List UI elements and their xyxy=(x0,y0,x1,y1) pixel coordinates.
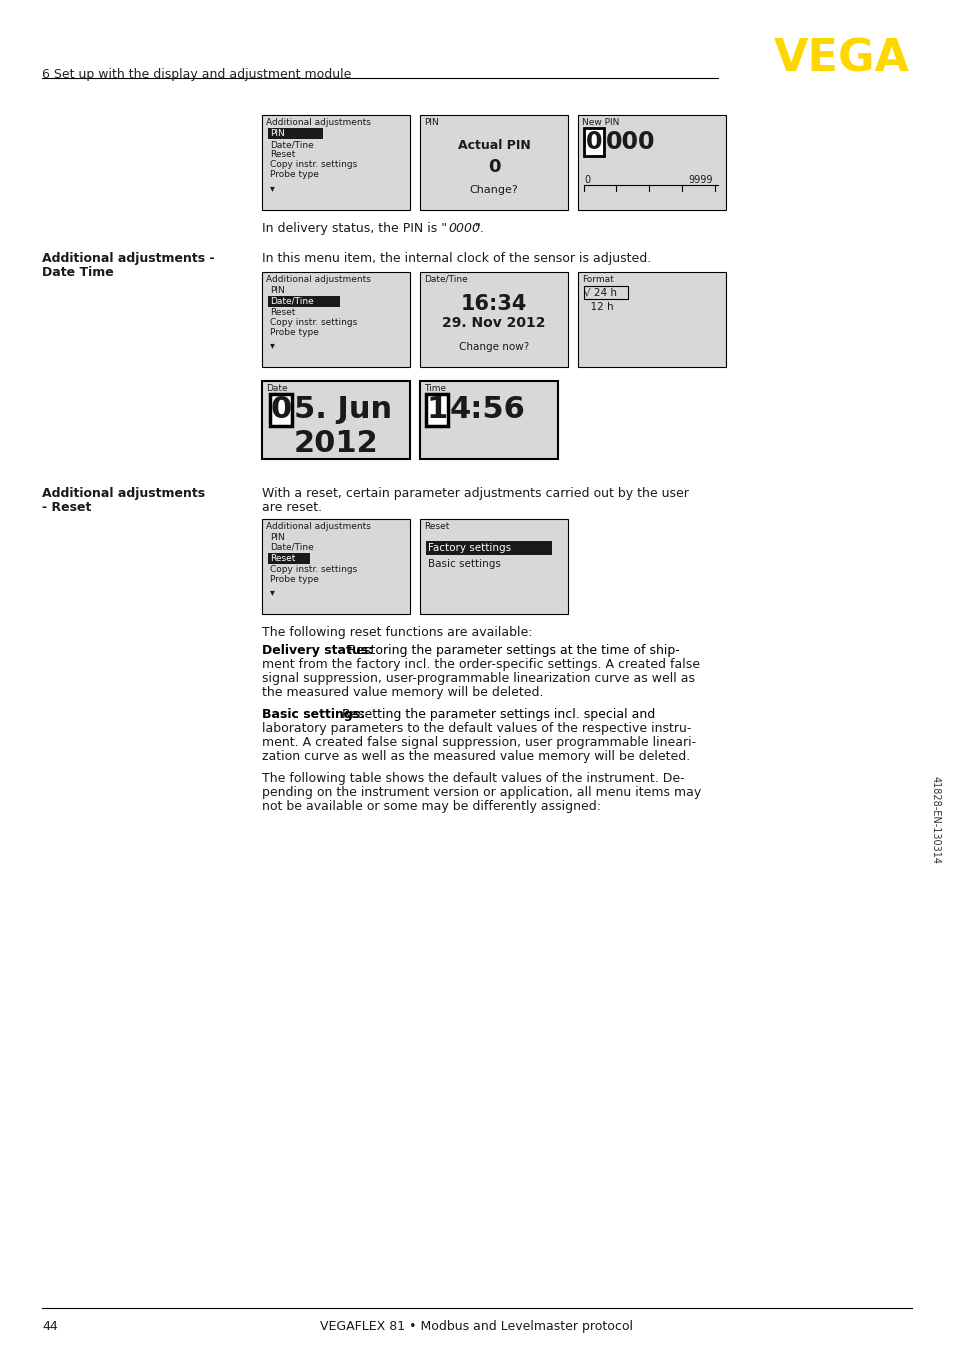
Bar xyxy=(268,552,310,565)
Text: 41828-EN-130314: 41828-EN-130314 xyxy=(930,776,940,864)
Text: 0: 0 xyxy=(585,130,601,154)
Text: Format: Format xyxy=(581,275,613,284)
Text: 12 h: 12 h xyxy=(583,302,613,311)
Bar xyxy=(419,115,567,210)
Text: 4:56: 4:56 xyxy=(450,395,525,424)
Text: 0000: 0000 xyxy=(448,222,479,236)
Text: Basic settings: Basic settings xyxy=(428,559,500,569)
Text: The following reset functions are available:: The following reset functions are availa… xyxy=(262,626,532,639)
Text: Actual PIN: Actual PIN xyxy=(457,139,530,152)
Text: PIN: PIN xyxy=(423,118,438,127)
Text: VEGA: VEGA xyxy=(773,38,909,81)
Text: Delivery status:: Delivery status: xyxy=(262,645,373,657)
Text: pending on the instrument version or application, all menu items may: pending on the instrument version or app… xyxy=(262,787,700,799)
Bar xyxy=(419,519,567,613)
Text: 44: 44 xyxy=(42,1320,58,1332)
Bar xyxy=(268,129,323,139)
Bar xyxy=(426,394,448,427)
Text: 29. Nov 2012: 29. Nov 2012 xyxy=(442,315,545,330)
Text: zation curve as well as the measured value memory will be deleted.: zation curve as well as the measured val… xyxy=(262,750,690,764)
Text: Probe type: Probe type xyxy=(270,328,318,337)
Text: PIN: PIN xyxy=(270,533,284,542)
Text: ▾: ▾ xyxy=(270,340,274,349)
Text: In delivery status, the PIN is ": In delivery status, the PIN is " xyxy=(262,222,447,236)
Text: 1: 1 xyxy=(426,395,447,424)
Text: are reset.: are reset. xyxy=(262,501,322,515)
Text: The following table shows the default values of the instrument. De-: The following table shows the default va… xyxy=(262,772,684,785)
Text: - Reset: - Reset xyxy=(42,501,91,515)
Text: Reset: Reset xyxy=(270,150,295,158)
Text: Copy instr. settings: Copy instr. settings xyxy=(270,160,356,169)
Text: Probe type: Probe type xyxy=(270,575,318,584)
Text: Date/Tine: Date/Tine xyxy=(270,297,314,306)
Text: the measured value memory will be deleted.: the measured value memory will be delete… xyxy=(262,686,543,699)
Bar xyxy=(262,519,410,613)
Text: ment from the factory incl. the order-specific settings. A created false: ment from the factory incl. the order-sp… xyxy=(262,658,700,672)
Text: Additional adjustments: Additional adjustments xyxy=(266,275,371,284)
Text: In this menu item, the internal clock of the sensor is adjusted.: In this menu item, the internal clock of… xyxy=(262,252,651,265)
Text: Additional adjustments: Additional adjustments xyxy=(266,118,371,127)
Text: 5. Jun: 5. Jun xyxy=(294,395,392,424)
Text: Time: Time xyxy=(423,385,446,393)
Bar xyxy=(583,286,627,299)
Text: Reset: Reset xyxy=(270,554,295,563)
Text: Factory settings: Factory settings xyxy=(428,543,511,552)
Bar xyxy=(419,380,558,459)
Text: 0: 0 xyxy=(487,158,499,176)
Bar xyxy=(578,272,725,367)
Text: Additional adjustments -: Additional adjustments - xyxy=(42,252,214,265)
Text: √ 24 h: √ 24 h xyxy=(583,287,617,297)
Bar xyxy=(419,272,567,367)
Text: 2012: 2012 xyxy=(294,429,378,458)
Bar xyxy=(262,380,410,459)
Bar xyxy=(270,394,292,427)
Text: Reset: Reset xyxy=(423,523,449,531)
Text: ▾: ▾ xyxy=(270,183,274,194)
Text: Change now?: Change now? xyxy=(458,343,529,352)
Text: New PIN: New PIN xyxy=(581,118,618,127)
Text: ▾: ▾ xyxy=(270,588,274,597)
Text: Change?: Change? xyxy=(469,185,517,195)
Bar xyxy=(583,129,603,156)
Text: Copy instr. settings: Copy instr. settings xyxy=(270,318,356,328)
Text: 9999: 9999 xyxy=(688,175,712,185)
Text: not be available or some may be differently assigned:: not be available or some may be differen… xyxy=(262,800,600,812)
Bar xyxy=(268,297,339,307)
Text: 0: 0 xyxy=(270,395,292,424)
Text: 16:34: 16:34 xyxy=(460,294,527,314)
Text: Date/Tine: Date/Tine xyxy=(270,139,314,149)
Bar xyxy=(262,115,410,210)
Text: Additional adjustments: Additional adjustments xyxy=(266,523,371,531)
Text: Copy instr. settings: Copy instr. settings xyxy=(270,565,356,574)
Text: ".: ". xyxy=(475,222,484,236)
Text: Date: Date xyxy=(266,385,287,393)
Text: Reset: Reset xyxy=(270,307,295,317)
Text: Date Time: Date Time xyxy=(42,265,113,279)
Text: Date/Tine: Date/Tine xyxy=(423,275,467,284)
Text: Probe type: Probe type xyxy=(270,171,318,179)
Bar xyxy=(578,115,725,210)
Text: Additional adjustments: Additional adjustments xyxy=(42,487,205,500)
Text: VEGAFLEX 81 • Modbus and Levelmaster protocol: VEGAFLEX 81 • Modbus and Levelmaster pro… xyxy=(320,1320,633,1332)
Text: laboratory parameters to the default values of the respective instru-: laboratory parameters to the default val… xyxy=(262,722,691,735)
Bar xyxy=(426,542,552,555)
Text: 0: 0 xyxy=(583,175,590,185)
Text: Resetting the parameter settings incl. special and: Resetting the parameter settings incl. s… xyxy=(337,708,655,720)
Text: PIN: PIN xyxy=(270,129,284,138)
Text: signal suppression, user-programmable linearization curve as well as: signal suppression, user-programmable li… xyxy=(262,672,695,685)
Bar xyxy=(262,272,410,367)
Text: ment. A created false signal suppression, user programmable lineari-: ment. A created false signal suppression… xyxy=(262,737,696,749)
Text: Restoring the parameter settings at the time of ship-: Restoring the parameter settings at the … xyxy=(344,645,679,657)
Text: With a reset, certain parameter adjustments carried out by the user: With a reset, certain parameter adjustme… xyxy=(262,487,688,500)
Text: 000: 000 xyxy=(605,130,655,154)
Text: Basic settings:: Basic settings: xyxy=(262,708,365,720)
Text: PIN: PIN xyxy=(270,286,284,295)
Text: Date/Tine: Date/Tine xyxy=(270,543,314,552)
Text: 6 Set up with the display and adjustment module: 6 Set up with the display and adjustment… xyxy=(42,68,351,81)
